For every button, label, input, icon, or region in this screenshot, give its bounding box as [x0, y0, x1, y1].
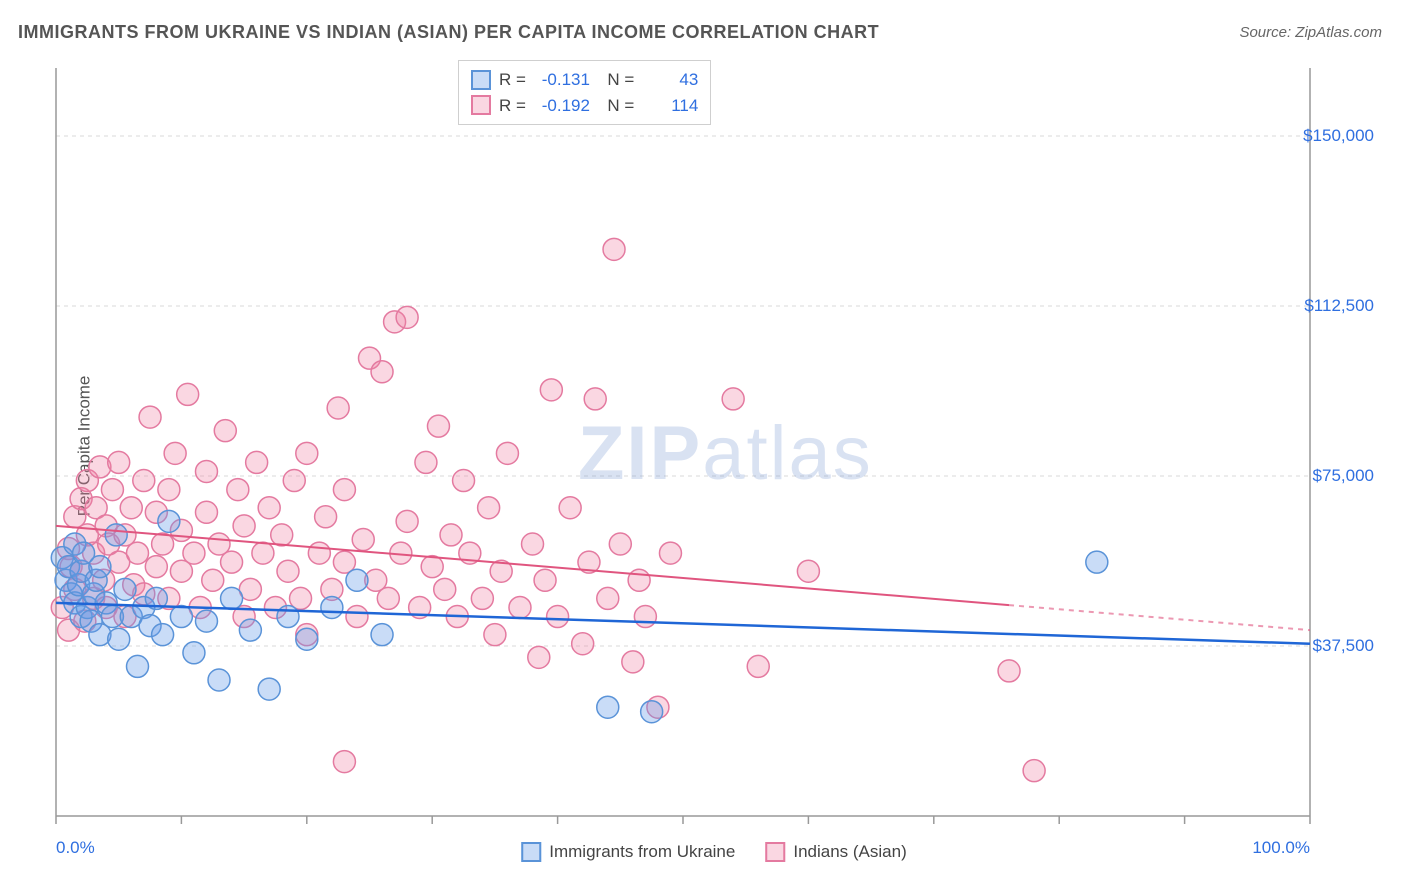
y-tick-label: $75,000: [1313, 466, 1374, 486]
legend-label: Immigrants from Ukraine: [549, 842, 735, 862]
swatch-indian: [471, 95, 491, 115]
legend-row-indian: R =-0.192 N =114: [471, 93, 698, 119]
legend-label: Indians (Asian): [793, 842, 906, 862]
swatch-ukraine: [521, 842, 541, 862]
correlation-legend: R =-0.131 N =43 R =-0.192 N =114: [458, 60, 711, 125]
x-tick-label: 0.0%: [56, 838, 95, 858]
source-attribution: Source: ZipAtlas.com: [1239, 24, 1382, 41]
y-tick-label: $37,500: [1313, 636, 1374, 656]
legend-item-indian: Indians (Asian): [765, 842, 906, 862]
y-tick-label: $150,000: [1303, 126, 1374, 146]
legend-row-ukraine: R =-0.131 N =43: [471, 67, 698, 93]
chart-title: IMMIGRANTS FROM UKRAINE VS INDIAN (ASIAN…: [18, 22, 879, 43]
series-legend: Immigrants from Ukraine Indians (Asian): [521, 842, 907, 862]
scatter-plot: ZIPatlas R =-0.131 N =43 R =-0.192 N =11…: [48, 60, 1380, 830]
chart-canvas: [48, 60, 1380, 830]
x-tick-label: 100.0%: [1252, 838, 1310, 858]
legend-item-ukraine: Immigrants from Ukraine: [521, 842, 735, 862]
swatch-indian: [765, 842, 785, 862]
y-tick-label: $112,500: [1304, 296, 1374, 316]
swatch-ukraine: [471, 70, 491, 90]
